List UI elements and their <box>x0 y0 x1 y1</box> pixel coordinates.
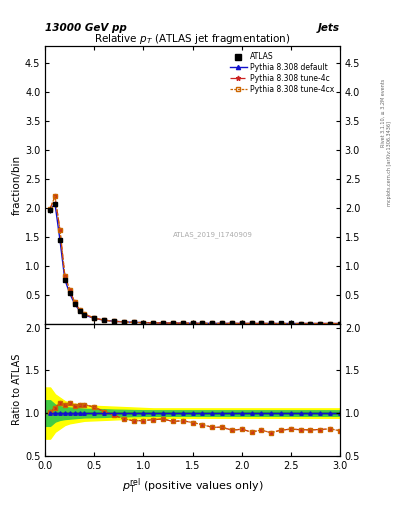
Text: Jets: Jets <box>318 23 340 33</box>
Y-axis label: Ratio to ATLAS: Ratio to ATLAS <box>12 354 22 425</box>
Y-axis label: fraction/bin: fraction/bin <box>12 155 22 215</box>
X-axis label: $p_{\rm T}^{\rm rel}$ (positive values only): $p_{\rm T}^{\rm rel}$ (positive values o… <box>122 476 263 496</box>
Text: ATLAS_2019_I1740909: ATLAS_2019_I1740909 <box>173 231 253 238</box>
Text: 13000 GeV pp: 13000 GeV pp <box>45 23 127 33</box>
Title: Relative $p_{T}$ (ATLAS jet fragmentation): Relative $p_{T}$ (ATLAS jet fragmentatio… <box>94 32 291 46</box>
Legend: ATLAS, Pythia 8.308 default, Pythia 8.308 tune-4c, Pythia 8.308 tune-4cx: ATLAS, Pythia 8.308 default, Pythia 8.30… <box>228 50 336 96</box>
Text: mcplots.cern.ch [arXiv:1306.3436]: mcplots.cern.ch [arXiv:1306.3436] <box>387 121 391 206</box>
Text: Rivet 3.1.10, ≥ 3.2M events: Rivet 3.1.10, ≥ 3.2M events <box>381 78 386 147</box>
